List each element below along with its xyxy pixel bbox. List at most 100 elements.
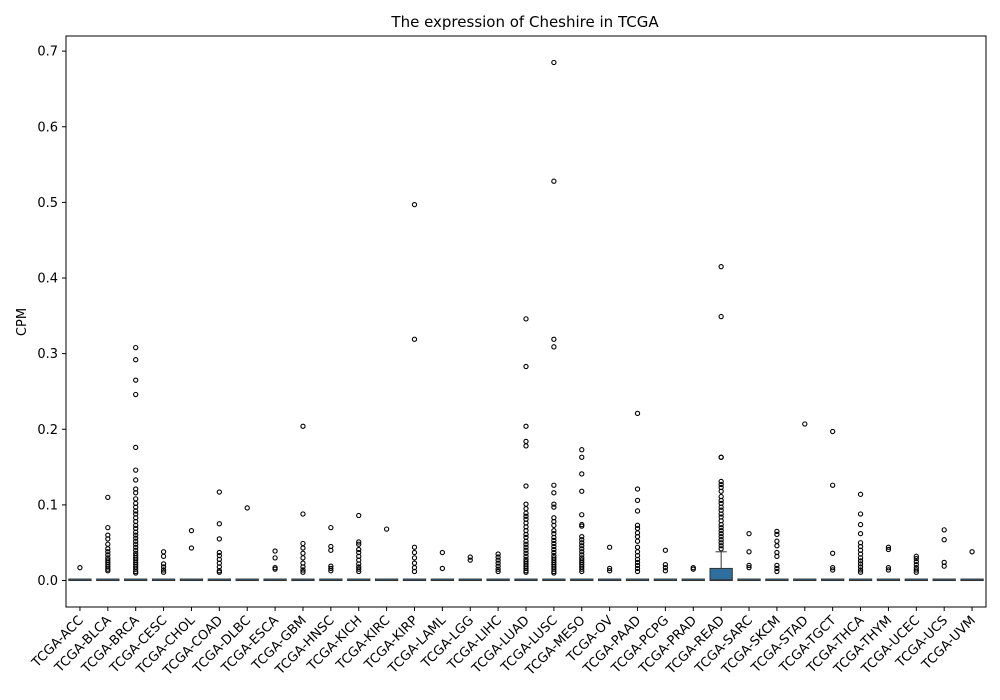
outlier-point	[160, 561, 167, 567]
outlier-point	[300, 555, 306, 561]
outlier-point	[606, 568, 613, 574]
outlier-point	[77, 565, 83, 571]
outlier-point	[105, 552, 111, 558]
outlier-point	[857, 491, 864, 497]
outlier-point	[272, 555, 278, 561]
outlier-point	[718, 264, 724, 270]
outlier-point	[662, 568, 669, 574]
outlier-point	[105, 494, 111, 500]
y-tick-label: 0.3	[37, 347, 58, 362]
outlier-point	[857, 558, 864, 564]
outlier-point	[523, 553, 529, 559]
outlier-point	[634, 562, 641, 569]
outlier-point	[244, 505, 250, 511]
outlier-point	[774, 528, 780, 535]
outlier-point	[523, 423, 529, 429]
outlier-point	[579, 543, 585, 549]
outlier-point	[551, 522, 557, 528]
outlier-point	[551, 501, 557, 507]
outlier-point	[523, 550, 529, 556]
outlier-point	[551, 490, 557, 496]
y-tick-label: 0.6	[37, 120, 58, 135]
outlier-point	[718, 537, 724, 543]
y-tick-label: 0.7	[37, 45, 58, 60]
outlier-point	[133, 496, 139, 502]
outlier-point	[830, 565, 836, 571]
outlier-point	[439, 549, 446, 556]
outlier-point	[105, 524, 111, 531]
outlier-point	[634, 544, 641, 550]
outlier-point	[551, 540, 557, 547]
outlier-point	[551, 344, 557, 350]
outlier-point	[579, 534, 585, 540]
outlier-point	[300, 545, 306, 551]
outlier-point	[551, 482, 557, 488]
outlier-point	[523, 501, 529, 507]
outlier-point	[830, 428, 836, 435]
outlier-point	[356, 512, 362, 519]
outlier-point	[133, 544, 139, 550]
outlier-point	[133, 529, 139, 535]
outlier-point	[774, 553, 780, 559]
outlier-point	[774, 562, 780, 569]
outlier-point	[746, 530, 752, 537]
outlier-point	[551, 570, 557, 576]
outlier-point	[328, 568, 334, 574]
outlier-point	[328, 547, 334, 553]
outlier-point	[634, 568, 641, 575]
outlier-point	[857, 521, 864, 528]
outlier-point	[133, 444, 139, 451]
outlier-point	[913, 561, 919, 568]
outlier-point	[802, 421, 808, 427]
outlier-point	[941, 563, 947, 569]
outlier-point	[885, 544, 892, 550]
outlier-point	[718, 534, 724, 540]
outlier-point	[328, 565, 334, 572]
outlier-point	[105, 546, 111, 552]
outlier-point	[523, 547, 529, 553]
outlier-point	[356, 568, 362, 575]
outlier-point	[105, 568, 111, 574]
outlier-point	[133, 490, 139, 496]
outlier-point	[718, 481, 724, 488]
outlier-point	[467, 554, 473, 560]
outlier-point	[718, 543, 724, 549]
outlier-point	[523, 443, 529, 449]
outlier-point	[216, 489, 222, 495]
outlier-point	[857, 564, 864, 570]
outlier-point	[551, 549, 557, 556]
outlier-point	[356, 546, 362, 553]
outlier-point	[523, 438, 529, 445]
outlier-point	[718, 313, 724, 320]
outlier-point	[579, 454, 585, 460]
outlier-point	[857, 561, 864, 567]
outlier-point	[746, 562, 752, 569]
outlier-point	[160, 553, 167, 559]
outlier-point	[523, 483, 529, 489]
outlier-point	[718, 540, 724, 546]
outlier-point	[467, 557, 473, 563]
outlier-point	[495, 566, 501, 572]
outlier-point	[133, 522, 139, 528]
outlier-point	[133, 532, 139, 538]
outlier-point	[662, 565, 669, 571]
outlier-point	[857, 530, 864, 537]
outlier-point	[133, 535, 139, 541]
outlier-point	[774, 543, 780, 549]
outlier-point	[300, 564, 306, 570]
outlier-point	[495, 568, 501, 575]
outlier-point	[885, 567, 892, 573]
outlier-point	[133, 538, 139, 544]
outlier-point	[300, 550, 306, 556]
outlier-point	[356, 541, 362, 547]
outlier-point	[662, 547, 669, 553]
outlier-point	[913, 555, 919, 562]
outlier-point	[523, 569, 529, 575]
outlier-point	[913, 553, 919, 559]
outlier-point	[105, 536, 111, 542]
outlier-point	[133, 541, 139, 547]
outlier-point	[830, 550, 836, 556]
outlier-point	[551, 59, 557, 66]
outlier-point	[634, 538, 641, 544]
outlier-point	[634, 486, 641, 492]
